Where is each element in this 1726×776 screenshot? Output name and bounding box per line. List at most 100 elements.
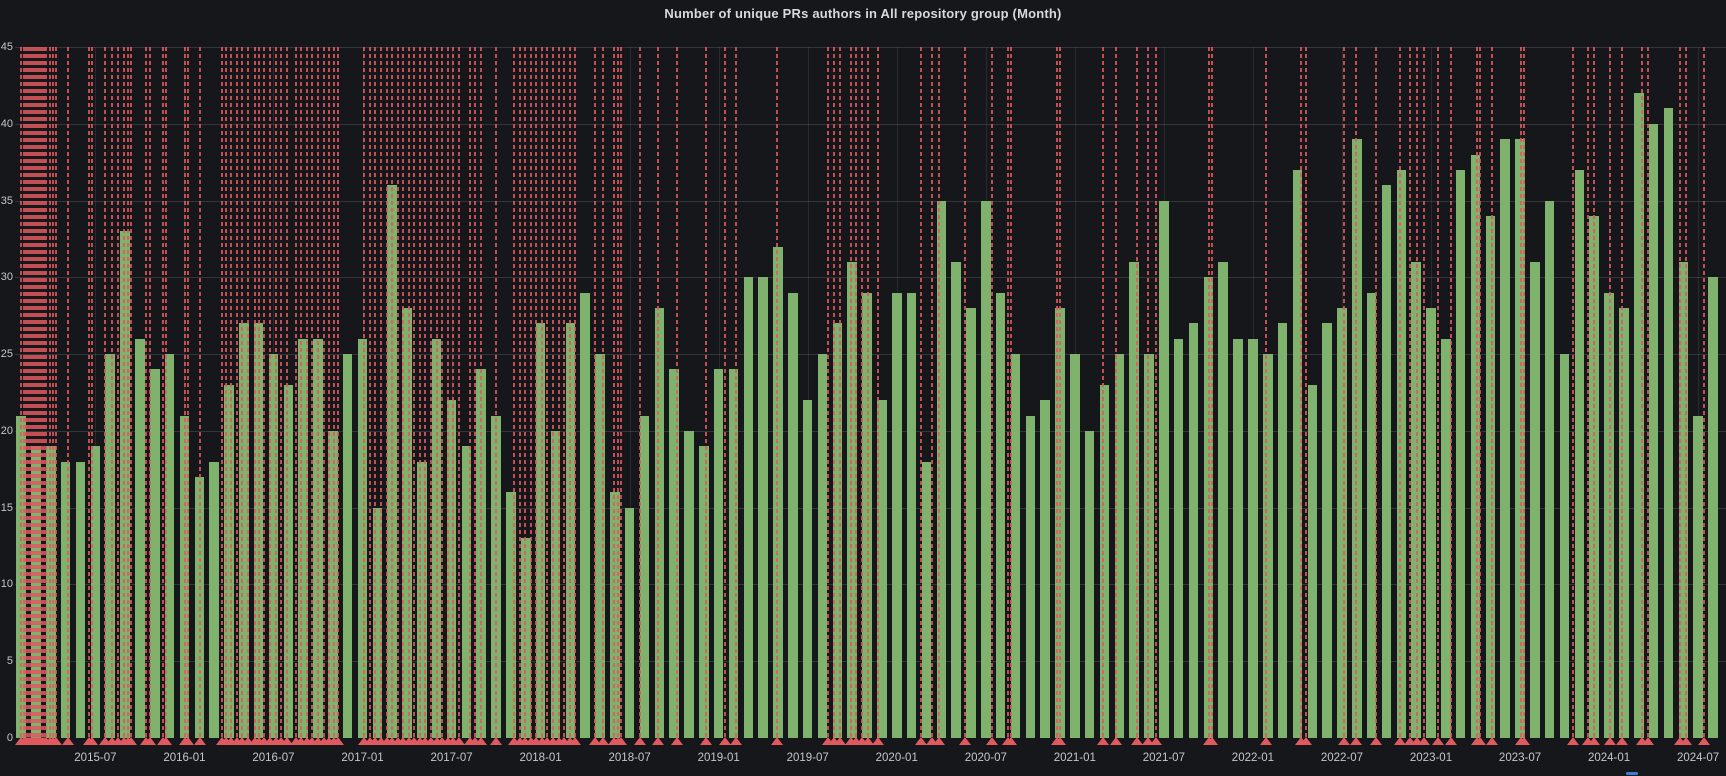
- annotation-triangle-marker[interactable]: [719, 737, 731, 745]
- bar[interactable]: [951, 261, 961, 738]
- annotation-triangle-marker[interactable]: [1054, 737, 1066, 745]
- annotation-triangle-marker[interactable]: [1206, 737, 1218, 745]
- annotation-triangle-marker[interactable]: [1260, 737, 1272, 745]
- annotation-triangle-marker[interactable]: [589, 737, 601, 745]
- annotation-triangle-marker[interactable]: [634, 737, 646, 745]
- bar[interactable]: [966, 308, 976, 738]
- annotation-triangle-marker[interactable]: [926, 737, 938, 745]
- bar[interactable]: [1322, 323, 1332, 738]
- bar[interactable]: [120, 231, 130, 738]
- bar[interactable]: [580, 292, 590, 738]
- bar[interactable]: [1708, 277, 1718, 738]
- bar[interactable]: [699, 446, 709, 738]
- bar[interactable]: [1129, 261, 1139, 738]
- annotation-triangle-marker[interactable]: [834, 737, 846, 745]
- bar[interactable]: [417, 461, 427, 738]
- annotation-triangle-marker[interactable]: [1394, 737, 1406, 745]
- annotation-triangle-marker[interactable]: [332, 737, 344, 745]
- bar[interactable]: [1277, 323, 1288, 738]
- annotation-triangle-marker[interactable]: [1567, 737, 1579, 745]
- bar[interactable]: [654, 308, 665, 738]
- bar[interactable]: [1574, 169, 1585, 738]
- bar[interactable]: [1099, 384, 1110, 738]
- bar[interactable]: [461, 446, 472, 738]
- bar[interactable]: [1337, 308, 1347, 738]
- bar[interactable]: [75, 461, 86, 738]
- bar[interactable]: [1500, 139, 1510, 738]
- bar[interactable]: [1292, 169, 1303, 738]
- bar[interactable]: [847, 261, 857, 738]
- bar[interactable]: [209, 461, 219, 738]
- annotation-triangle-marker[interactable]: [730, 737, 742, 745]
- annotation-triangle-marker[interactable]: [1616, 737, 1628, 745]
- bar[interactable]: [817, 354, 828, 738]
- bar[interactable]: [669, 369, 679, 738]
- annotation-triangle-marker[interactable]: [933, 737, 945, 745]
- annotation-triangle-marker[interactable]: [1370, 737, 1382, 745]
- bar[interactable]: [550, 430, 561, 738]
- annotation-triangle-marker[interactable]: [144, 737, 156, 745]
- bar[interactable]: [1544, 200, 1555, 738]
- annotation-triangle-marker[interactable]: [1418, 737, 1430, 745]
- annotation-triangle-marker[interactable]: [872, 737, 884, 745]
- annotation-triangle-marker[interactable]: [281, 737, 293, 745]
- annotation-triangle-marker[interactable]: [62, 737, 74, 745]
- bar[interactable]: [268, 354, 279, 738]
- annotation-triangle-marker[interactable]: [242, 737, 254, 745]
- annotation-triangle-marker[interactable]: [125, 737, 137, 745]
- bar[interactable]: [1470, 154, 1481, 738]
- bar[interactable]: [1648, 123, 1659, 738]
- bar[interactable]: [773, 246, 783, 738]
- bar[interactable]: [1114, 354, 1125, 738]
- annotation-triangle-marker[interactable]: [1404, 737, 1416, 745]
- bar[interactable]: [1025, 415, 1036, 738]
- annotation-triangle-marker[interactable]: [1680, 737, 1692, 745]
- bar[interactable]: [402, 308, 412, 738]
- bar[interactable]: [1010, 354, 1021, 738]
- annotation-triangle-marker[interactable]: [490, 737, 502, 745]
- annotation-triangle-marker[interactable]: [597, 737, 609, 745]
- bar[interactable]: [1426, 308, 1436, 738]
- bar[interactable]: [1634, 93, 1644, 738]
- annotation-triangle-marker[interactable]: [86, 737, 98, 745]
- annotation-triangle-marker[interactable]: [671, 737, 683, 745]
- annotation-triangle-marker[interactable]: [986, 737, 998, 745]
- bar[interactable]: [239, 323, 249, 738]
- bar[interactable]: [1381, 185, 1392, 738]
- annotation-triangle-marker[interactable]: [959, 737, 971, 745]
- annotation-triangle-marker[interactable]: [915, 737, 927, 745]
- bar[interactable]: [802, 400, 813, 738]
- annotation-triangle-marker[interactable]: [50, 737, 62, 745]
- bar[interactable]: [1173, 338, 1184, 738]
- bar[interactable]: [921, 461, 932, 738]
- annotation-triangle-marker[interactable]: [1474, 737, 1486, 745]
- bar[interactable]: [936, 200, 947, 738]
- bar[interactable]: [1159, 200, 1169, 738]
- bar[interactable]: [1441, 338, 1451, 738]
- bar[interactable]: [1663, 108, 1674, 738]
- bar[interactable]: [595, 354, 605, 738]
- bar[interactable]: [1233, 338, 1243, 738]
- bar[interactable]: [1678, 261, 1689, 738]
- annotation-triangle-marker[interactable]: [862, 737, 874, 745]
- bar[interactable]: [1144, 354, 1154, 738]
- annotation-triangle-marker[interactable]: [1588, 737, 1600, 745]
- annotation-triangle-marker[interactable]: [771, 737, 783, 745]
- annotation-triangle-marker[interactable]: [569, 737, 581, 745]
- bar[interactable]: [1084, 430, 1095, 738]
- bar[interactable]: [1693, 415, 1703, 738]
- bar[interactable]: [1559, 354, 1570, 738]
- bar[interactable]: [446, 400, 457, 738]
- bar[interactable]: [1218, 261, 1228, 738]
- annotation-triangle-marker[interactable]: [700, 737, 712, 745]
- bar[interactable]: [981, 200, 991, 738]
- annotation-triangle-marker[interactable]: [1698, 737, 1710, 745]
- annotation-triangle-marker[interactable]: [1432, 737, 1444, 745]
- bar[interactable]: [758, 277, 768, 738]
- bar[interactable]: [1396, 169, 1407, 738]
- bar[interactable]: [1070, 354, 1080, 738]
- bar[interactable]: [788, 292, 798, 738]
- bar[interactable]: [728, 369, 739, 738]
- annotation-triangle-marker[interactable]: [1338, 737, 1350, 745]
- annotation-triangle-marker[interactable]: [182, 737, 194, 745]
